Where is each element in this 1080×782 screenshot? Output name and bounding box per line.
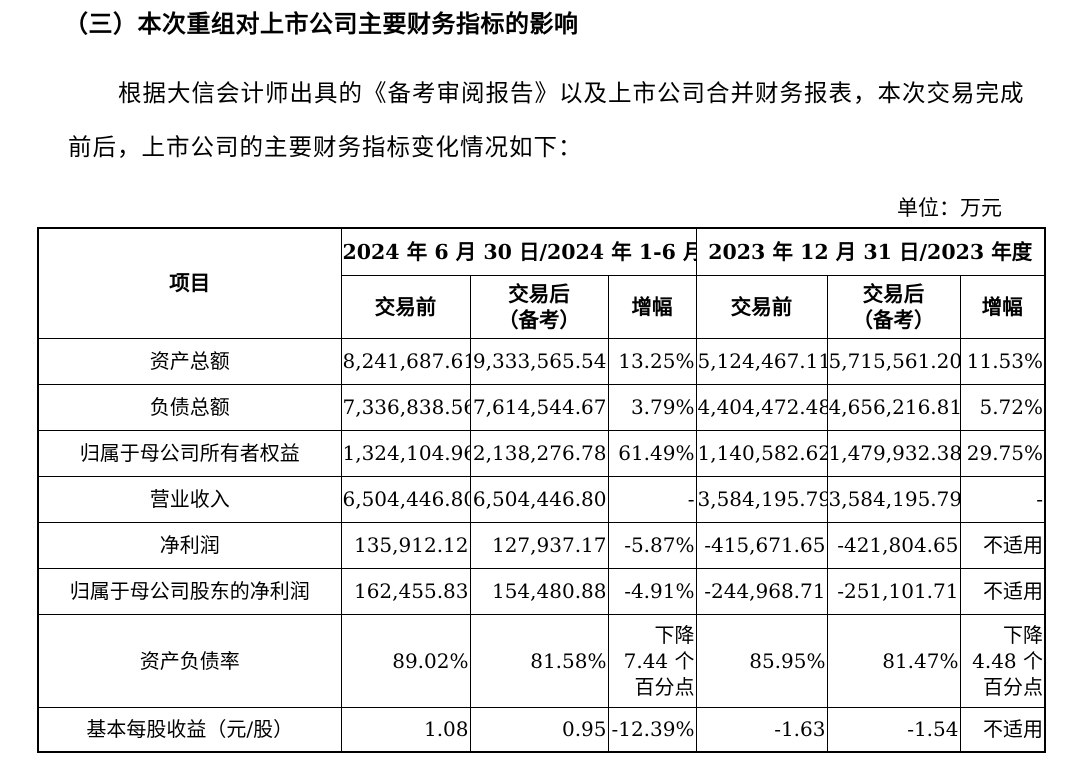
change-2024-header: 增幅 — [607, 274, 697, 339]
row-item-label: 资产负债率 — [37, 613, 342, 708]
table-row: 资产总额 8,241,687.61 9,333,565.54 13.25% 5,… — [37, 337, 1046, 385]
after-2023-value: 1,479,932.38 — [826, 429, 961, 477]
after-2024-value: 127,937.17 — [469, 521, 609, 569]
item-column-header: 项目 — [37, 227, 342, 339]
change-2023-value: 29.75% — [959, 429, 1046, 477]
period-2023-header: 2023 年 12 月 31 日/2023 年度 — [695, 227, 1046, 276]
after-2024-value: 6,504,446.80 — [469, 475, 609, 523]
after-2024-header-line1: 交易后 — [508, 281, 570, 306]
change-2024-value: -5.87% — [607, 521, 697, 569]
change-2023-value: 11.53% — [959, 337, 1046, 385]
header-row-columns: 交易前 交易后 （备考） 增幅 交易前 交易后 （备考） 增幅 — [38, 274, 1046, 339]
before-2024-value: 6,504,446.80 — [340, 475, 471, 523]
before-2024-value: 89.02% — [340, 613, 471, 708]
before-2023-value: 1,140,582.62 — [695, 429, 828, 477]
change-2023-line3: 百分点 — [983, 674, 1044, 699]
unit-label: 单位：万元 — [897, 196, 1002, 220]
before-2023-header: 交易前 — [695, 274, 828, 339]
change-2023-header: 增幅 — [959, 274, 1046, 339]
section-heading: （三）本次重组对上市公司主要财务指标的影响 — [64, 9, 579, 38]
table-row: 净利润 135,912.12 127,937.17 -5.87% -415,67… — [37, 521, 1046, 569]
row-item-label: 基本每股收益（元/股） — [37, 706, 342, 753]
before-2023-value: 4,404,472.48 — [695, 383, 828, 431]
change-2023-value: 不适用 — [959, 706, 1046, 753]
change-2023-value: 不适用 — [959, 567, 1046, 615]
before-2023-value: 5,124,467.11 — [695, 337, 828, 385]
table-row: 资产负债率 89.02% 81.58% 下降 7.44 个 百分点 85.95%… — [37, 613, 1046, 708]
change-2024-value: 下降 7.44 个 百分点 — [607, 613, 697, 708]
change-2024-value: -4.91% — [607, 567, 697, 615]
after-2023-header-line2: （备考） — [852, 307, 935, 332]
row-item-label: 归属于母公司所有者权益 — [37, 429, 342, 477]
before-2024-value: 1,324,104.96 — [340, 429, 471, 477]
change-2024-value: -12.39% — [607, 706, 697, 753]
after-2023-header-line1: 交易后 — [862, 281, 925, 306]
change-2023-value: 不适用 — [959, 521, 1046, 569]
table-row: 基本每股收益（元/股） 1.08 0.95 -12.39% -1.63 -1.5… — [37, 706, 1046, 753]
table-row: 负债总额 7,336,838.56 7,614,544.67 3.79% 4,4… — [37, 383, 1046, 431]
change-2024-line2: 7.44 个 — [623, 648, 695, 673]
after-2024-value: 7,614,544.67 — [469, 383, 609, 431]
after-2023-value: 4,656,216.81 — [826, 383, 961, 431]
before-2024-value: 1.08 — [340, 706, 471, 753]
change-2023-line1: 下降 — [1003, 622, 1044, 647]
before-2023-value: 3,584,195.79 — [695, 475, 828, 523]
table-row: 归属于母公司股东的净利润 162,455.83 154,480.88 -4.91… — [37, 567, 1046, 615]
row-item-label: 净利润 — [37, 521, 342, 569]
change-2024-line1: 下降 — [654, 622, 695, 647]
change-2024-value: 13.25% — [607, 337, 697, 385]
row-item-label: 营业收入 — [37, 475, 342, 523]
before-2024-value: 7,336,838.56 — [340, 383, 471, 431]
before-2024-value: 8,241,687.61 — [340, 337, 471, 385]
change-2024-value: - — [607, 475, 697, 523]
change-2023-line2: 4.48 个 — [972, 648, 1044, 673]
row-item-label: 资产总额 — [37, 337, 342, 385]
before-2023-value: 85.95% — [695, 613, 828, 708]
change-2024-value: 3.79% — [607, 383, 697, 431]
after-2023-value: 3,584,195.79 — [826, 475, 961, 523]
before-2023-value: -244,968.71 — [695, 567, 828, 615]
before-2023-value: -415,671.65 — [695, 521, 828, 569]
financial-indicators-table: 项目 2024 年 6 月 30 日/2024 年 1-6 月 2023 年 1… — [37, 227, 1047, 753]
after-2024-header: 交易后 （备考） — [469, 274, 609, 339]
after-2023-value: 5,715,561.20 — [826, 337, 961, 385]
header-row-periods: 项目 2024 年 6 月 30 日/2024 年 1-6 月 2023 年 1… — [37, 227, 1046, 339]
change-2023-value: 下降 4.48 个 百分点 — [959, 613, 1046, 708]
after-2023-value: -421,804.65 — [826, 521, 961, 569]
after-2023-header: 交易后 （备考） — [826, 274, 961, 339]
row-item-label: 负债总额 — [37, 383, 342, 431]
after-2023-value: -251,101.71 — [826, 567, 961, 615]
after-2023-value: 81.47% — [826, 613, 961, 708]
before-2024-value: 135,912.12 — [340, 521, 471, 569]
after-2024-value: 2,138,276.78 — [469, 429, 609, 477]
change-2023-value: - — [959, 475, 1046, 523]
after-2023-value: -1.54 — [826, 706, 961, 753]
after-2024-value: 0.95 — [469, 706, 609, 753]
before-2023-value: -1.63 — [695, 706, 828, 753]
intro-paragraph: 根据大信会计师出具的《备考审阅报告》以及上市公司合并财务报表，本次交易完成前后，… — [68, 79, 1025, 161]
change-2023-value: 5.72% — [959, 383, 1046, 431]
after-2024-value: 9,333,565.54 — [469, 337, 609, 385]
table-row: 营业收入 6,504,446.80 6,504,446.80 - 3,584,1… — [37, 475, 1046, 523]
change-2024-value: 61.49% — [607, 429, 697, 477]
table-row: 归属于母公司所有者权益 1,324,104.96 2,138,276.78 61… — [37, 429, 1046, 477]
after-2024-value: 81.58% — [469, 613, 609, 708]
period-2024-header: 2024 年 6 月 30 日/2024 年 1-6 月 — [340, 227, 697, 276]
before-2024-header: 交易前 — [340, 274, 471, 339]
before-2024-value: 162,455.83 — [340, 567, 471, 615]
row-item-label: 归属于母公司股东的净利润 — [37, 567, 342, 615]
after-2024-value: 154,480.88 — [469, 567, 609, 615]
after-2024-header-line2: （备考） — [498, 307, 580, 332]
change-2024-line3: 百分点 — [634, 674, 695, 699]
